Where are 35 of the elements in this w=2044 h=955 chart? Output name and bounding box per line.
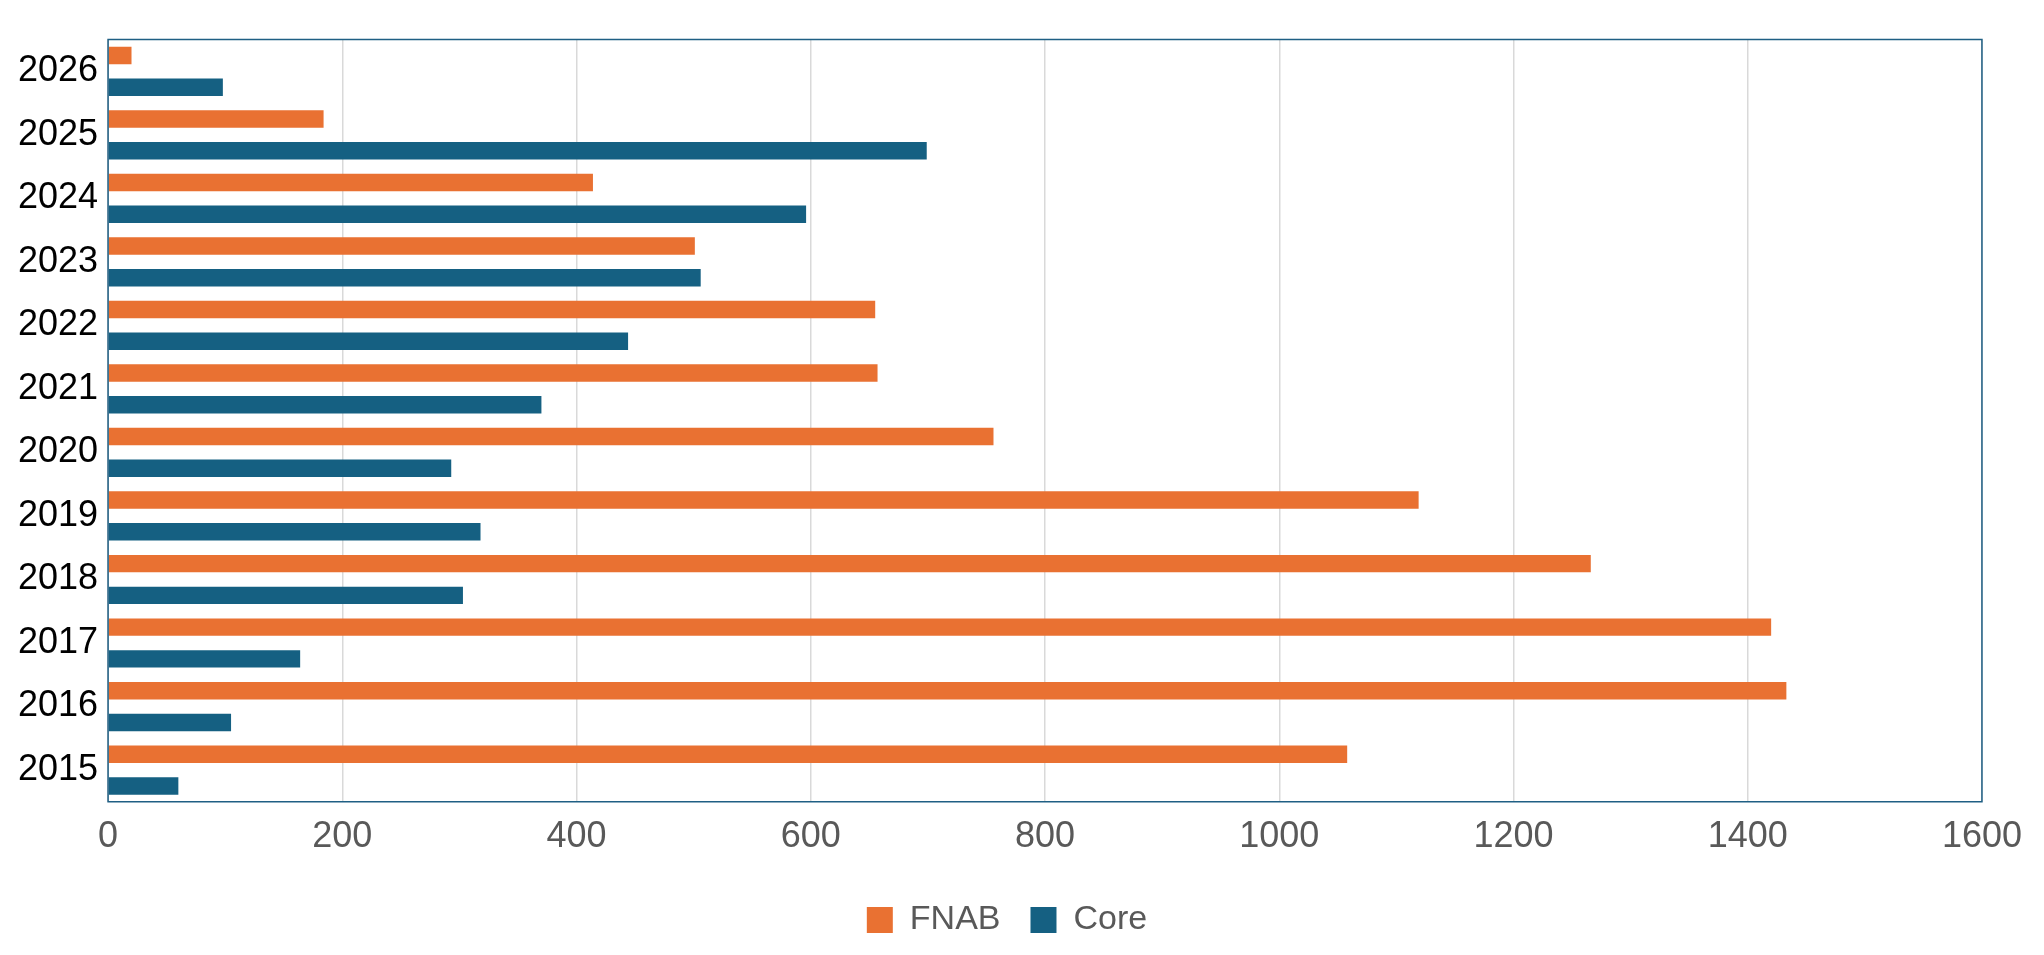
bar [108,745,1348,763]
y-tick-label: 2018 [17,556,99,598]
y-tick-label: 2021 [17,365,99,407]
x-tick-label: 1000 [1239,814,1320,856]
y-tick-label: 2016 [17,683,99,725]
y-tick-label: 2025 [17,111,99,153]
x-tick-label: 800 [1014,814,1076,856]
y-tick-label: 2024 [17,175,99,217]
y-tick-label: 2023 [17,238,99,280]
bar [108,427,994,446]
bar [108,110,324,128]
bar [108,46,132,65]
legend-label: FNAB [909,898,1001,937]
bar [108,554,1591,573]
x-tick-label: 1400 [1707,814,1788,856]
bar [108,173,593,192]
x-tick-label: 200 [312,814,373,856]
y-tick-label: 2022 [17,302,99,344]
x-tick-label: 400 [546,814,607,856]
y-tick-label: 2019 [17,492,99,534]
bar [108,300,876,319]
x-tick-label: 600 [780,814,841,856]
y-tick-label: 2017 [17,619,99,661]
y-tick-label: 2015 [17,746,99,788]
bar [108,491,1419,509]
y-tick-label: 2020 [17,429,99,471]
bar [108,364,878,382]
bar [108,681,1787,700]
x-tick-label: 1200 [1473,814,1554,856]
legend-label: Core [1073,898,1148,937]
y-tick-label: 2026 [17,48,99,90]
bar [108,618,1772,636]
x-tick-label: 1600 [1941,814,2022,856]
bar [108,237,695,255]
x-tick-label: 0 [98,814,119,856]
